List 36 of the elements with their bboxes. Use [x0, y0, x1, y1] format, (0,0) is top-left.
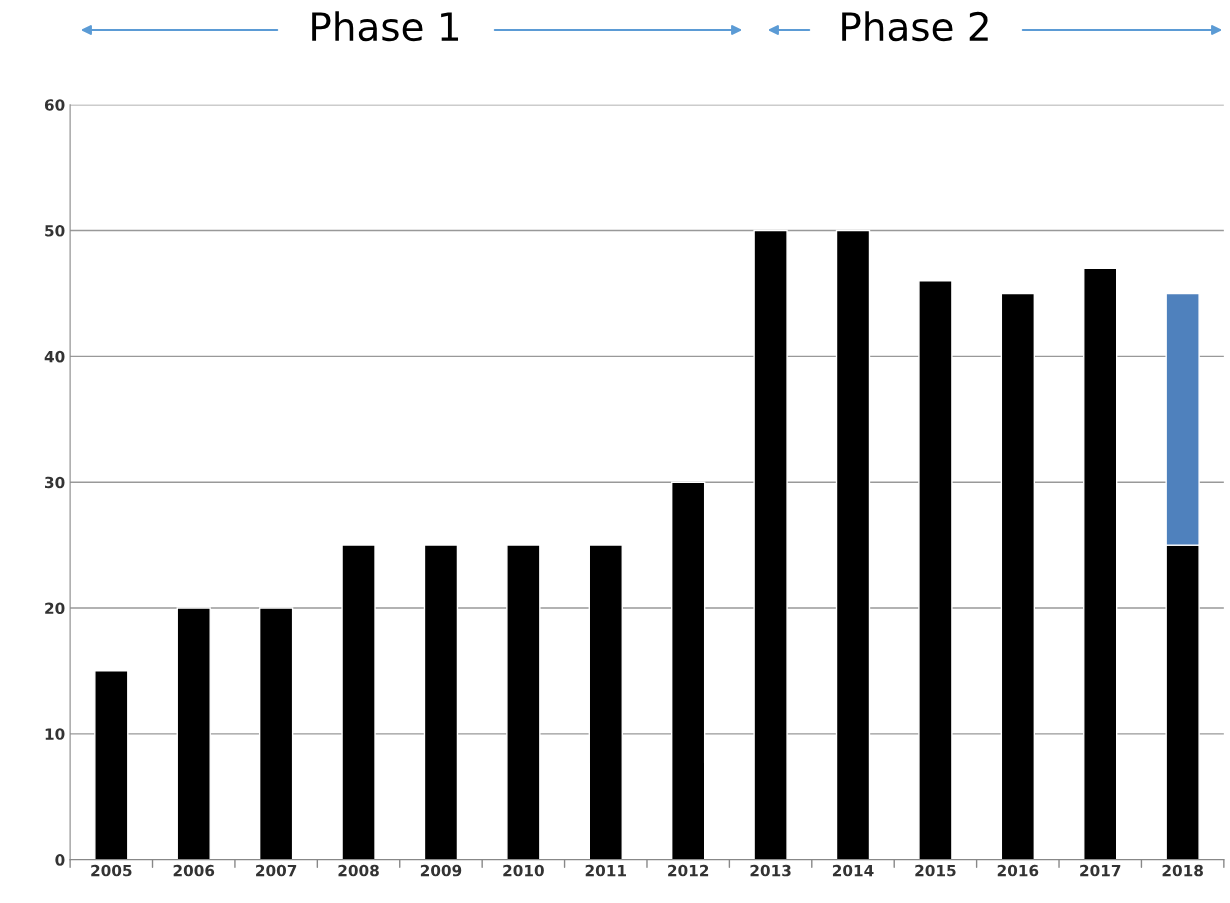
text: Phase 2 [842, 11, 988, 42]
x-tick-label: 2012 [668, 864, 709, 877]
x-tick-label: 2009 [420, 864, 462, 877]
x-tick-label: 2008 [338, 864, 379, 877]
bar [94, 670, 129, 860]
x-tick-label: 2005 [91, 864, 132, 877]
y-tick-label: 50 [45, 225, 65, 237]
bar [1083, 267, 1118, 860]
y-tick-label: 0 [55, 854, 65, 866]
y-tick-label: 40 [44, 350, 65, 363]
bar [671, 481, 706, 860]
x-tick-label: 2015 [915, 864, 956, 877]
x-tick-label: 2016 [997, 864, 1039, 877]
y-tick-label: 10 [45, 728, 65, 740]
bar [835, 229, 871, 860]
bar [753, 229, 788, 860]
bar [506, 544, 541, 860]
bar [258, 607, 294, 860]
y-tick-label: 60 [44, 99, 65, 111]
x-tick-label: 2011 [585, 864, 626, 877]
x-tick-label: 2010 [503, 864, 544, 877]
y-tick-label: 30 [45, 476, 65, 489]
x-tick-label: 2014 [832, 864, 874, 877]
x-tick-label: 2017 [1080, 864, 1121, 877]
x-tick-label: 2006 [173, 864, 215, 877]
x-tick-label: 2013 [750, 864, 791, 877]
bar [341, 544, 376, 860]
bar [423, 544, 459, 860]
bar [588, 544, 623, 860]
y-tick-label: 20 [45, 602, 65, 615]
x-tick-label: 2018 [1162, 864, 1203, 877]
text: Phase 1 [312, 11, 459, 42]
x-tick-label: 2007 [256, 864, 297, 877]
bar [176, 607, 211, 860]
bar [1000, 292, 1036, 860]
bar [918, 280, 953, 860]
